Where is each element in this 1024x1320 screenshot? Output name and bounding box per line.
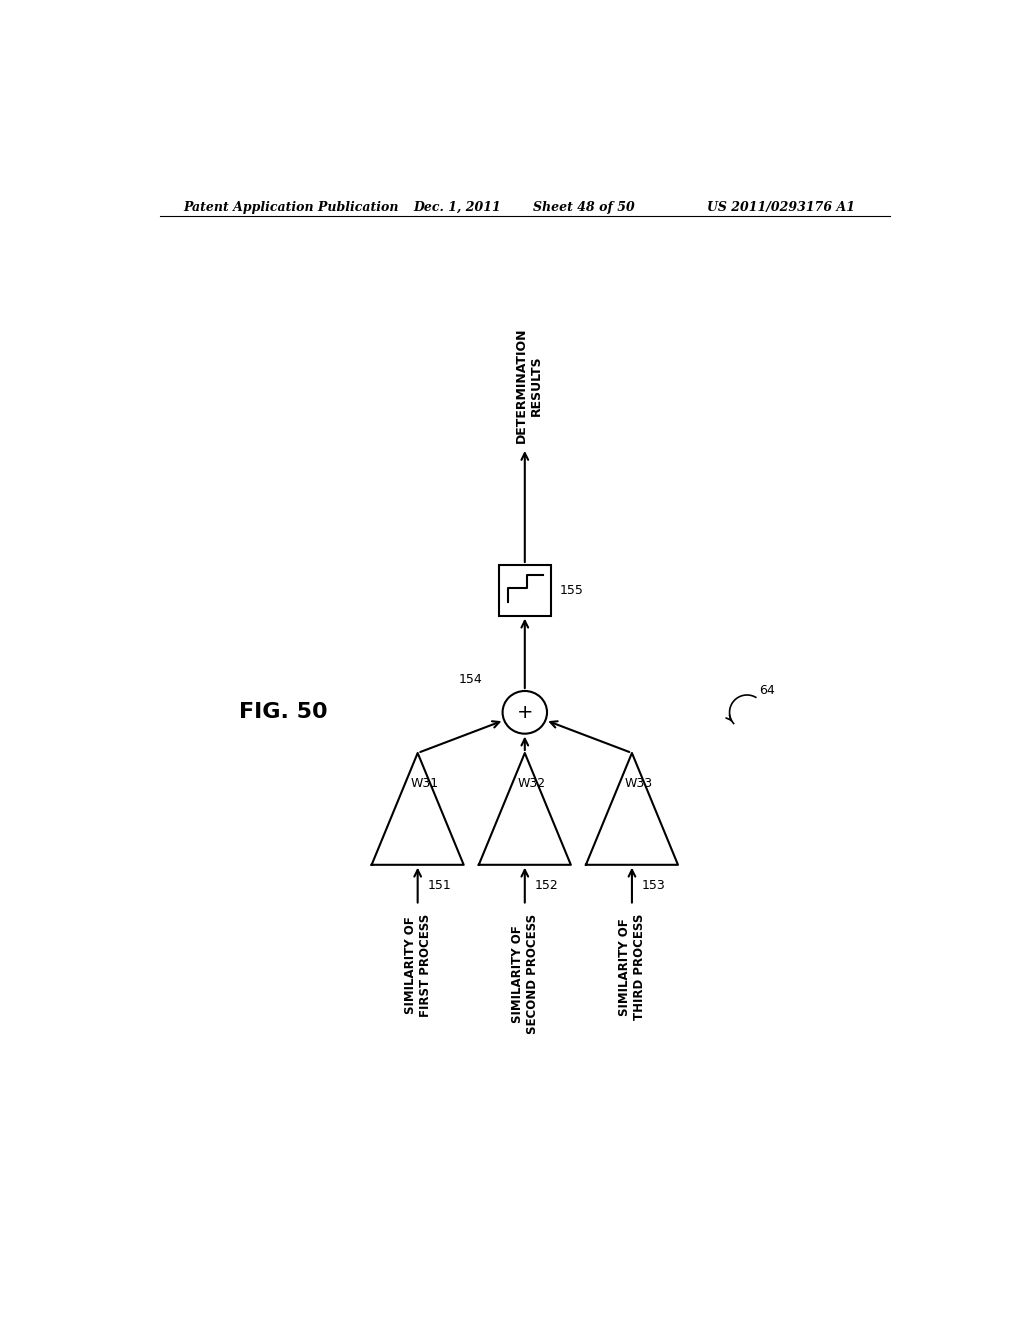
- FancyBboxPatch shape: [499, 565, 551, 616]
- Text: SIMILARITY OF
FIRST PROCESS: SIMILARITY OF FIRST PROCESS: [403, 913, 432, 1016]
- Text: 155: 155: [560, 583, 584, 597]
- Text: 153: 153: [641, 879, 666, 891]
- Text: FIG. 50: FIG. 50: [240, 702, 328, 722]
- Text: SIMILARITY OF
THIRD PROCESS: SIMILARITY OF THIRD PROCESS: [617, 913, 646, 1020]
- Text: 154: 154: [459, 673, 482, 686]
- Text: 152: 152: [535, 879, 558, 891]
- Text: Sheet 48 of 50: Sheet 48 of 50: [532, 201, 635, 214]
- Text: Patent Application Publication: Patent Application Publication: [183, 201, 399, 214]
- Text: Dec. 1, 2011: Dec. 1, 2011: [414, 201, 502, 214]
- Text: W31: W31: [411, 777, 439, 789]
- Text: US 2011/0293176 A1: US 2011/0293176 A1: [708, 201, 855, 214]
- Text: +: +: [516, 702, 534, 722]
- Text: W33: W33: [625, 777, 653, 789]
- Text: SIMILARITY OF
SECOND PROCESS: SIMILARITY OF SECOND PROCESS: [511, 913, 539, 1034]
- Text: W32: W32: [518, 777, 546, 789]
- Text: 151: 151: [427, 879, 451, 891]
- Text: 64: 64: [759, 684, 775, 697]
- Text: DETERMINATION
RESULTS: DETERMINATION RESULTS: [515, 327, 543, 444]
